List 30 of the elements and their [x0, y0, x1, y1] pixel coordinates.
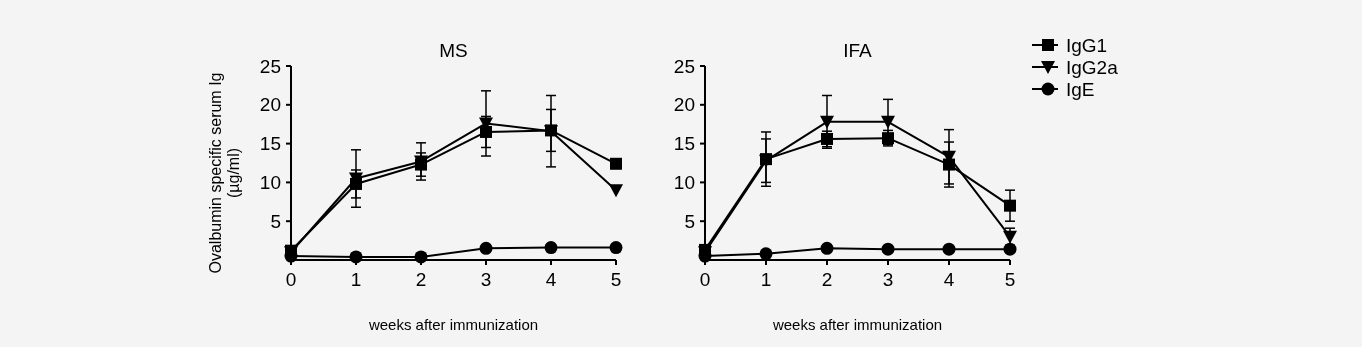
legend-label: IgG2a — [1066, 56, 1119, 78]
y-tick-label: 20 — [259, 94, 281, 116]
x-tick-label: 2 — [415, 269, 427, 290]
x-tick-label: 1 — [760, 269, 772, 290]
legend-label: IgG1 — [1066, 34, 1108, 56]
y-tick-label: 15 — [259, 133, 281, 155]
x-tick-label: 5 — [1004, 269, 1016, 290]
x-tick-label: 5 — [610, 269, 622, 290]
x-axis-title: weeks after immunization — [771, 316, 943, 333]
x-tick-label: 2 — [821, 269, 833, 290]
chart-title: IFA — [843, 40, 873, 61]
x-tick-label: 4 — [943, 269, 955, 290]
y-tick-label: 15 — [673, 133, 695, 155]
y-tick-label: 5 — [684, 210, 695, 232]
y-tick-label: 20 — [673, 94, 695, 116]
y-tick-label: 25 — [259, 55, 281, 77]
y-tick-label: 10 — [673, 172, 695, 194]
y-tick-label: 10 — [259, 172, 281, 194]
chart-title: MS — [439, 40, 468, 61]
x-tick-label: 3 — [882, 269, 894, 290]
x-tick-label: 1 — [350, 269, 362, 290]
x-tick-label: 4 — [545, 269, 557, 290]
y-tick-label: 5 — [270, 210, 281, 232]
x-axis-title: weeks after immunization — [367, 316, 539, 333]
x-tick-label: 0 — [285, 269, 297, 290]
y-axis-title: Ovalbumin specific serum Ig (µg/ml) — [207, 72, 242, 274]
legend-label: IgE — [1066, 78, 1095, 100]
y-tick-label: 25 — [673, 55, 695, 77]
x-tick-label: 0 — [699, 269, 711, 290]
x-tick-label: 3 — [480, 269, 492, 290]
